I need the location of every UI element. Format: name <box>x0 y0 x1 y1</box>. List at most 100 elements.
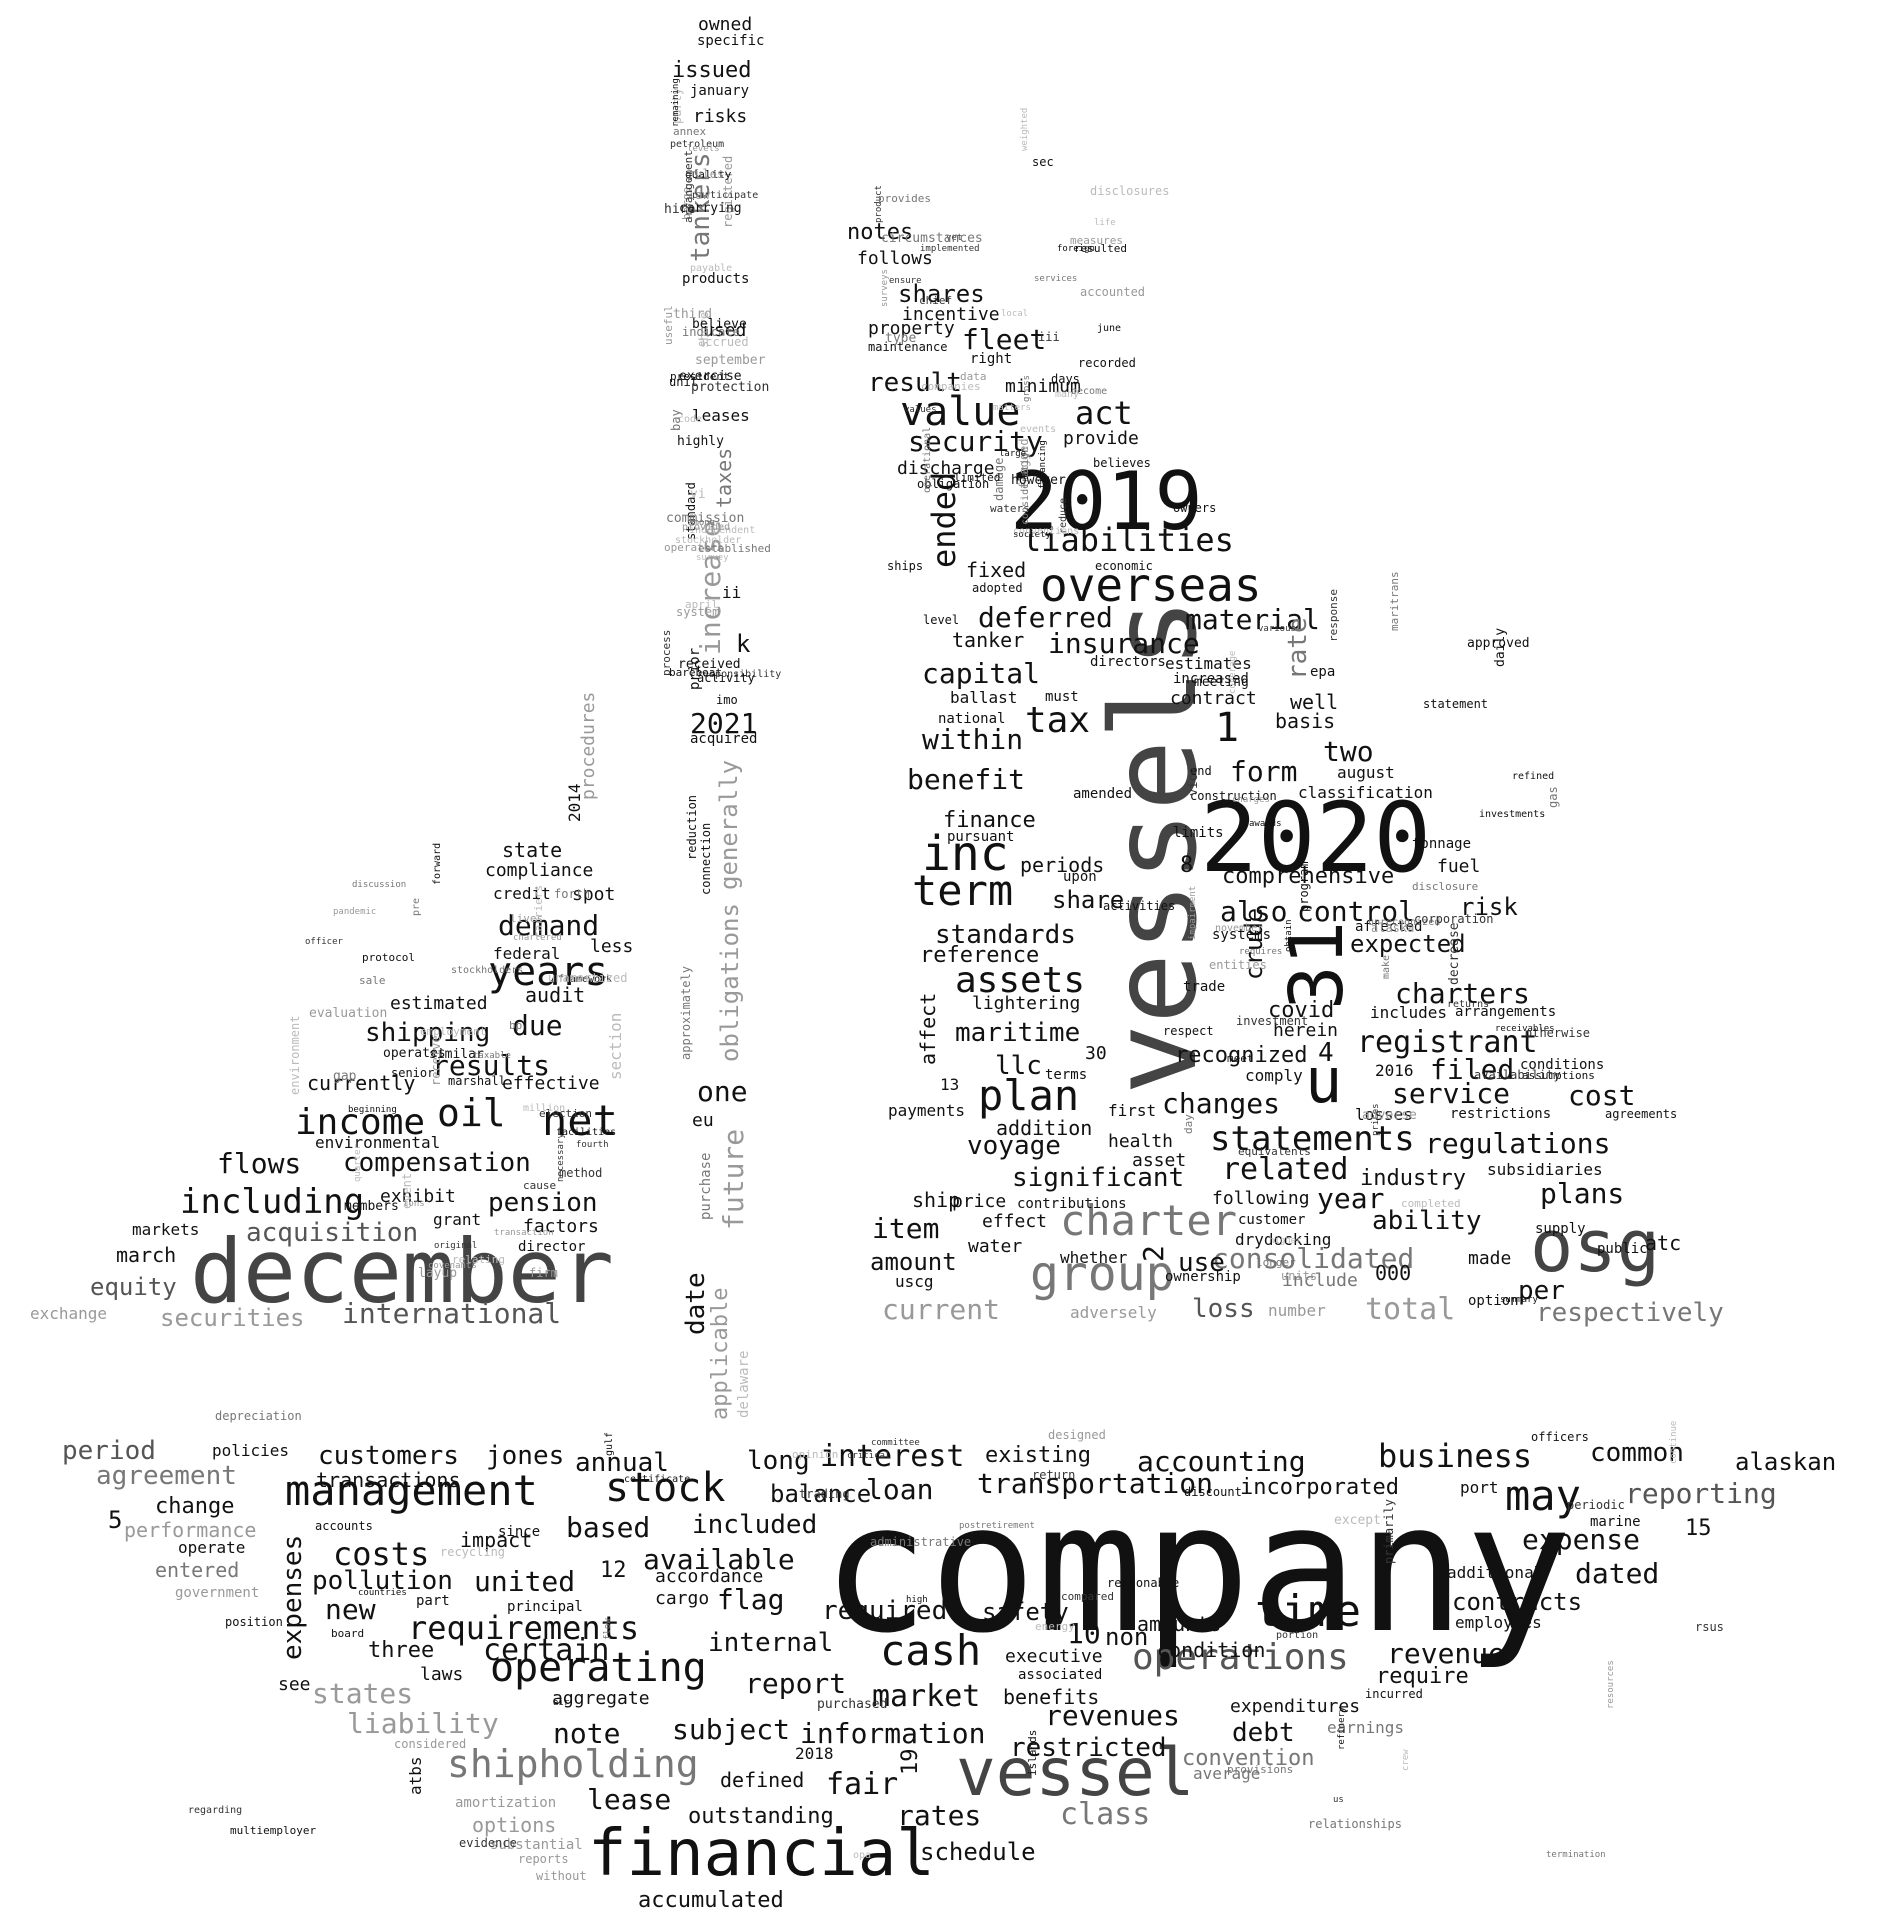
word-security: security <box>908 425 1043 458</box>
word-subject: subject <box>672 1713 791 1746</box>
tiny-word: commission <box>666 511 745 526</box>
tiny-word: responsibility <box>697 669 782 680</box>
word-also: also <box>1220 895 1288 928</box>
word-january: january <box>690 83 750 99</box>
word-eu: eu <box>692 1110 714 1131</box>
word-note: note <box>553 1717 621 1750</box>
tiny-word: iii <box>1038 330 1060 344</box>
word-employees: employees <box>1455 1613 1542 1632</box>
word-oil: oil <box>437 1091 506 1135</box>
word-control: control <box>1297 895 1416 928</box>
word-information: information <box>800 1717 986 1750</box>
word-accounts: accounts <box>315 1519 373 1533</box>
word-must: must <box>1045 689 1079 705</box>
word-years: years <box>488 949 609 995</box>
tiny-word: local <box>1001 309 1029 319</box>
word-see: see <box>278 1674 311 1695</box>
word-filed: filed <box>1430 1053 1515 1086</box>
tiny-word: relationships <box>1308 1817 1402 1831</box>
tiny-word: quality <box>685 168 732 181</box>
tiny-word: assumptions <box>1522 1069 1595 1082</box>
word-year: year <box>1317 1182 1385 1215</box>
tiny-word: vice <box>1186 767 1200 796</box>
tiny-word: resources <box>1606 1660 1616 1709</box>
word-maintenance: maintenance <box>868 340 948 354</box>
tiny-word: survey <box>696 553 729 563</box>
word-restricted: restricted <box>1010 1733 1167 1763</box>
tiny-word: annex <box>673 125 707 138</box>
word-amounts: amounts <box>1137 1612 1222 1636</box>
tiny-word: bareboat <box>669 666 722 679</box>
word-federal: federal <box>493 944 561 963</box>
word-reduction: reduction <box>685 794 699 860</box>
tiny-word: evaluation <box>309 1006 388 1021</box>
tiny-word: yet <box>946 233 963 243</box>
tiny-word: protocol <box>362 951 415 964</box>
word-included: included <box>692 1510 818 1540</box>
tiny-word: completed <box>1401 1197 1461 1210</box>
tiny-word: periodic <box>1567 1498 1625 1512</box>
tiny-word: matters <box>993 403 1031 413</box>
word-limits: limits <box>1173 825 1224 841</box>
word-losses: losses <box>1355 1105 1413 1124</box>
word-policies: policies <box>212 1441 290 1460</box>
word-fair: fair <box>826 1767 899 1802</box>
tiny-word: meeting <box>1194 675 1249 690</box>
word-connection: connection <box>699 822 713 895</box>
word-customers: customers <box>318 1441 459 1471</box>
word-safety: safety <box>982 1598 1069 1626</box>
word-2016: 2016 <box>1375 1061 1414 1080</box>
word-based: based <box>566 1511 651 1544</box>
word-current: current <box>882 1293 1001 1326</box>
word-class: class <box>1060 1797 1151 1832</box>
word-consolidated: consolidated <box>1212 1242 1415 1275</box>
word-payments: payments <box>888 1101 966 1120</box>
tiny-word: relating <box>452 1253 505 1266</box>
word-form: form <box>1230 755 1298 788</box>
tiny-word: charges <box>1232 795 1270 805</box>
word-price: price <box>952 1191 1007 1212</box>
word-spot: spot <box>572 884 616 905</box>
word-comprehensive: comprehensive <box>1222 864 1395 889</box>
tiny-word: recycling <box>440 1545 506 1559</box>
tiny-word: vi <box>690 487 706 502</box>
word-2: 2 <box>1137 1245 1170 1262</box>
word-vessel: vessel <box>956 1734 1195 1811</box>
word-covid: covid <box>1268 998 1335 1023</box>
word-states: states <box>312 1677 414 1710</box>
word-addition: addition <box>996 1116 1093 1140</box>
tiny-word: independent <box>689 525 756 536</box>
word-due: due <box>512 1009 563 1042</box>
word-act: act <box>1075 394 1133 432</box>
word-inc: inc <box>922 826 1009 882</box>
word-statements: statements <box>1210 1119 1415 1159</box>
tiny-word: air <box>553 1698 570 1708</box>
word-incorporated: incorporated <box>1240 1475 1399 1500</box>
word-cargo: cargo <box>655 1588 710 1609</box>
word-pollution: pollution <box>312 1566 453 1596</box>
word-1: 1 <box>1215 705 1240 751</box>
tiny-word: us <box>1333 1795 1344 1805</box>
tiny-word: corporation <box>1414 912 1494 926</box>
word-result: result <box>868 368 962 398</box>
word-term: term <box>912 866 1014 915</box>
tiny-word: countries <box>358 1588 407 1598</box>
tiny-word: among <box>688 518 716 528</box>
word-epa: epa <box>1310 664 1336 680</box>
word-expense: expense <box>1522 1523 1641 1556</box>
word-new: new <box>325 1593 376 1626</box>
word-classification: classification <box>1298 783 1433 802</box>
word-time: time <box>1255 1586 1361 1637</box>
word-llc: llc <box>995 1051 1042 1081</box>
word-business: business <box>1378 1437 1533 1475</box>
tiny-word: covenants <box>428 1261 477 1271</box>
tiny-word: tons <box>403 1199 425 1209</box>
word-per: per <box>1518 1276 1565 1306</box>
word-annual: annual <box>575 1448 669 1478</box>
tiny-word: type <box>885 331 917 346</box>
word-restrictions: restrictions <box>1450 1106 1552 1122</box>
tiny-word: pre <box>411 897 422 916</box>
tiny-word: availability <box>1474 1068 1561 1082</box>
word-economic: economic <box>1095 559 1153 573</box>
tiny-word: approved <box>1467 636 1530 651</box>
